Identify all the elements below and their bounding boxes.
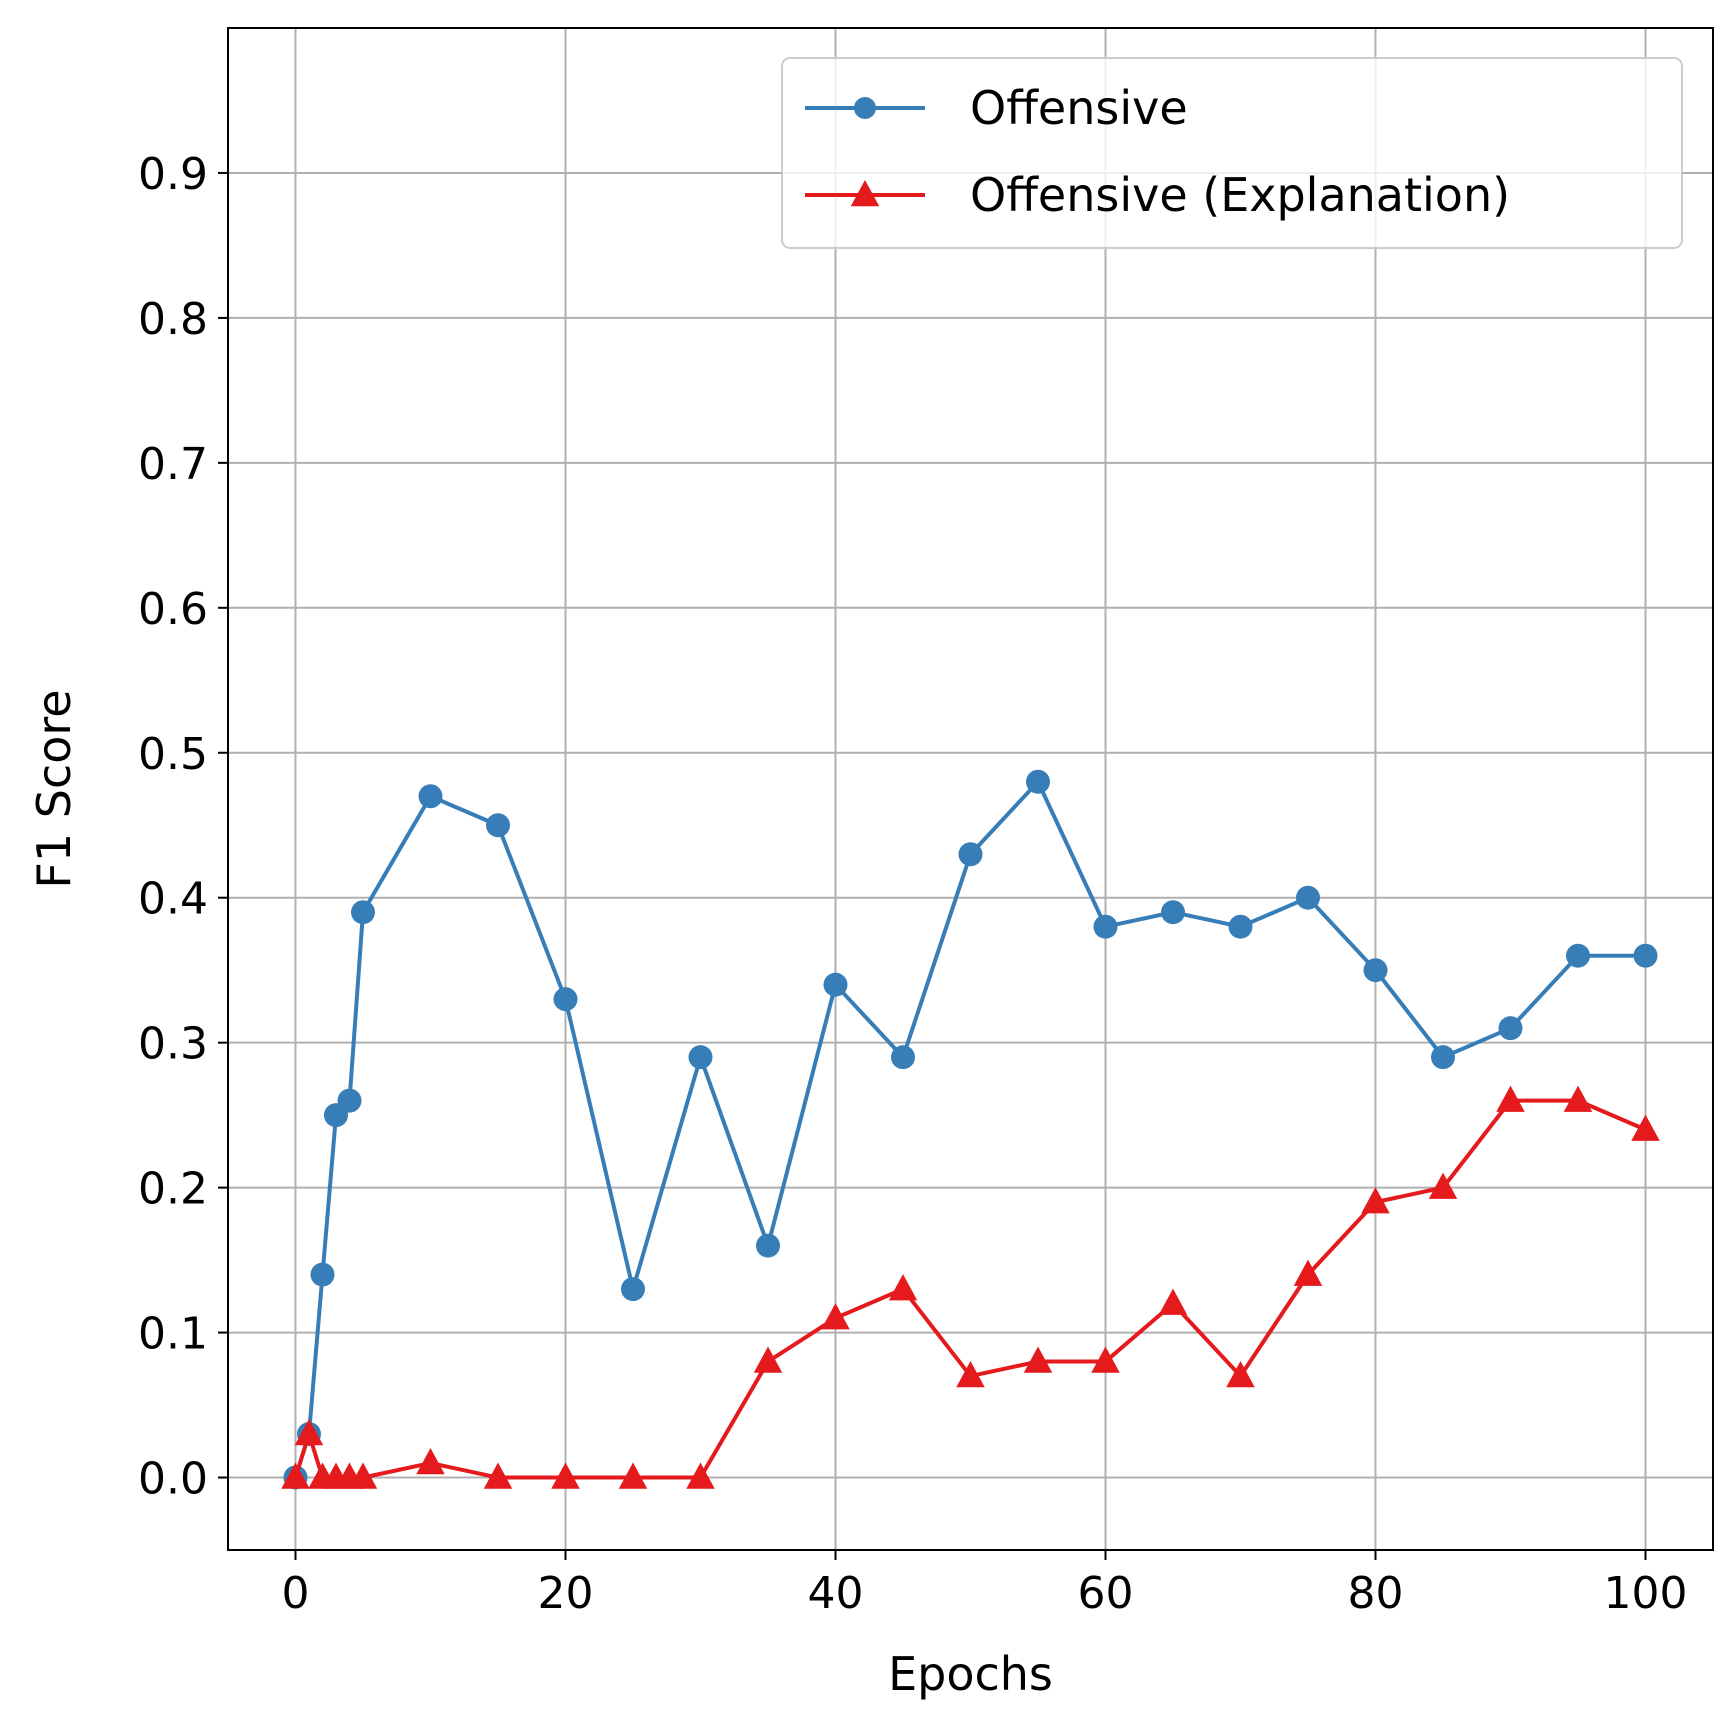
- data-point: [1631, 1114, 1660, 1141]
- y-tick-label: 0.8: [138, 294, 208, 345]
- data-point: [686, 1462, 715, 1489]
- data-point: [1293, 1259, 1323, 1286]
- series-offensive-explanation: [281, 1085, 1660, 1489]
- x-tick-label: 60: [1078, 1568, 1134, 1619]
- data-point: [1161, 900, 1185, 925]
- data-point: [1026, 769, 1050, 794]
- data-point: [337, 1088, 362, 1113]
- data-point: [823, 972, 848, 997]
- y-tick-label: 0.5: [138, 729, 208, 780]
- axis-ticks: 0 20 40 60 80 100 0.0 0.1 0.2 0.3 0.4 0.5 0.6 0.7 0.8 0…: [138, 149, 1687, 1619]
- data-point: [1428, 1172, 1458, 1199]
- legend: Offensive Offensive (Explanation): [781, 57, 1683, 249]
- data-point: [418, 784, 443, 809]
- data-point: [416, 1448, 445, 1475]
- data-point: [486, 813, 510, 838]
- y-axis-title: F1 Score: [27, 689, 81, 888]
- data-point: [1566, 943, 1590, 968]
- data-point: [753, 1346, 783, 1373]
- data-point: [956, 1361, 985, 1388]
- data-point: [1431, 1045, 1455, 1070]
- data-point: [348, 1462, 378, 1489]
- data-point: [310, 1262, 335, 1287]
- x-tick-label: 100: [1604, 1568, 1688, 1619]
- data-point: [618, 1462, 648, 1489]
- data-point: [621, 1277, 645, 1302]
- y-tick-label: 0.2: [138, 1164, 208, 1215]
- data-point: [1158, 1288, 1188, 1315]
- x-tick-label: 0: [282, 1568, 310, 1619]
- data-point: [351, 900, 375, 925]
- data-point: [1296, 885, 1320, 910]
- series-offensive: [283, 769, 1658, 1490]
- legend-marker-circle: [854, 97, 876, 119]
- y-tick-label: 0.9: [138, 149, 208, 200]
- data-point: [553, 987, 578, 1012]
- legend-label-offensive: Offensive: [970, 81, 1188, 135]
- data-point: [1563, 1085, 1593, 1112]
- data-point: [1496, 1085, 1525, 1112]
- data-point: [821, 1303, 850, 1330]
- data-point: [1093, 914, 1118, 939]
- series-layer: [281, 769, 1660, 1490]
- y-tick-label: 0.6: [138, 584, 208, 635]
- y-tick-label: 0.7: [138, 439, 208, 490]
- data-point: [1361, 1187, 1390, 1214]
- plot-area-frame: [227, 27, 1714, 1551]
- y-tick-label: 0.0: [138, 1454, 208, 1505]
- data-point: [888, 1274, 918, 1301]
- x-axis-title: Epochs: [888, 1647, 1053, 1701]
- data-point: [958, 842, 983, 867]
- data-point: [1498, 1016, 1523, 1041]
- data-point: [688, 1045, 713, 1070]
- data-point: [1226, 1361, 1255, 1388]
- data-point: [1091, 1346, 1120, 1373]
- grid: [228, 28, 1713, 1550]
- data-point: [294, 1419, 324, 1446]
- data-point: [551, 1462, 580, 1489]
- data-point: [891, 1045, 915, 1070]
- y-tick-label: 0.4: [138, 874, 208, 925]
- data-point: [756, 1233, 780, 1258]
- data-point: [483, 1462, 513, 1489]
- data-point: [281, 1462, 310, 1489]
- legend-box: [781, 57, 1683, 249]
- data-point: [1633, 943, 1658, 968]
- data-point: [1023, 1346, 1053, 1373]
- x-tick-label: 40: [808, 1568, 864, 1619]
- legend-label-offensive-explanation: Offensive (Explanation): [970, 168, 1510, 222]
- x-tick-label: 20: [538, 1568, 594, 1619]
- y-tick-label: 0.1: [138, 1309, 208, 1360]
- data-point: [1363, 958, 1388, 983]
- data-point: [1228, 914, 1253, 939]
- legend-marker-triangle: [850, 180, 880, 207]
- x-tick-label: 80: [1348, 1568, 1404, 1619]
- y-tick-label: 0.3: [138, 1019, 208, 1070]
